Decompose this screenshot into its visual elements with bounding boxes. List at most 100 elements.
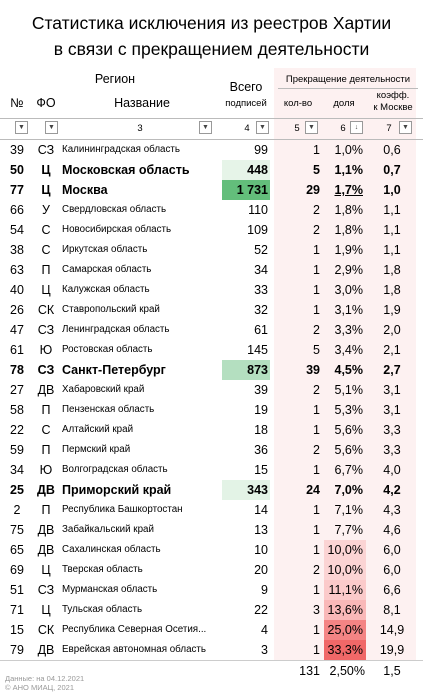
row-coef: 3,3: [383, 443, 401, 457]
row-count: 1: [313, 423, 320, 437]
table-row: 61 Ю Ростовская область 145 5 3,4% 2,1: [0, 340, 423, 360]
row-name: Иркутская область: [62, 244, 148, 255]
row-total: 61: [254, 323, 268, 337]
row-total: 4: [261, 623, 268, 637]
row-coef: 1,1: [383, 203, 401, 217]
row-coef: 2,7: [383, 363, 401, 377]
row-name: Республика Северная Осетия...: [62, 624, 207, 635]
table-row: 59 П Пермский край 36 2 5,6% 3,3: [0, 440, 423, 460]
row-coef: 1,1: [383, 243, 401, 257]
totals-share: 2,50%: [329, 664, 365, 678]
row-coef: 19,9: [379, 643, 405, 657]
row-total: 14: [254, 503, 268, 517]
row-coef: 6,6: [383, 583, 401, 597]
row-name: Пермский край: [62, 444, 131, 455]
row-num: 26: [10, 303, 24, 317]
row-total: 22: [254, 603, 268, 617]
row-name: Новосибирская область: [62, 224, 172, 235]
header-fo: ФО: [36, 96, 56, 110]
row-total: 18: [254, 423, 268, 437]
row-coef: 0,7: [383, 163, 401, 177]
filter-fo-button[interactable]: ▼: [45, 121, 58, 134]
row-fo: ДВ: [37, 523, 55, 537]
header-count: кол-во: [283, 98, 313, 109]
row-count: 1: [313, 543, 320, 557]
table-row: 66 У Свердловская область 110 2 1,8% 1,1: [0, 200, 423, 220]
filter-count-button[interactable]: ▼: [305, 121, 318, 134]
row-share: 6,7%: [334, 463, 364, 477]
row-total: 343: [222, 480, 270, 500]
row-num: 47: [10, 323, 24, 337]
row-count: 1: [313, 623, 320, 637]
row-num: 54: [10, 223, 24, 237]
row-total: 33: [254, 283, 268, 297]
row-fo: С: [41, 243, 51, 257]
filter-share-sort-button[interactable]: ↓: [350, 121, 363, 134]
row-count: 2: [313, 383, 320, 397]
row-coef: 4,3: [383, 503, 401, 517]
row-share: 25,0%: [324, 620, 366, 640]
header-coef-line2: к Москве: [373, 102, 413, 113]
row-fo: П: [41, 443, 51, 457]
row-share: 5,6%: [334, 443, 364, 457]
row-name: Московская область: [62, 163, 190, 177]
table-row: 54 С Новосибирская область 109 2 1,8% 1,1: [0, 220, 423, 240]
row-coef: 1,0: [383, 183, 401, 197]
row-fo: С: [41, 223, 51, 237]
row-share: 1,7%: [334, 183, 364, 197]
table-row: 71 Ц Тульская область 22 3 13,6% 8,1: [0, 600, 423, 620]
row-num: 51: [10, 583, 24, 597]
row-total: 99: [254, 143, 268, 157]
row-name: Калужская область: [62, 284, 150, 295]
row-share: 1,0%: [334, 143, 364, 157]
totals-count: 131: [299, 664, 320, 678]
filter-row: ▼ ▼ 3 ▼ 4 ▼ 5 ▼ 6 ↓ 7 ▼: [0, 118, 423, 140]
row-count: 1: [313, 503, 320, 517]
table-row: 77 Ц Москва 1 731 29 1,7% 1,0: [0, 180, 423, 200]
row-num: 58: [10, 403, 24, 417]
row-share: 7,0%: [334, 483, 364, 497]
row-count: 1: [313, 243, 320, 257]
row-fo: ДВ: [37, 383, 55, 397]
header-total-line2: подписей: [225, 98, 267, 109]
row-fo: ДВ: [37, 643, 55, 657]
row-count: 2: [313, 323, 320, 337]
row-name: Алтайский край: [62, 424, 134, 435]
row-count: 1: [313, 463, 320, 477]
row-name: Хабаровский край: [62, 384, 145, 395]
row-fo: СЗ: [37, 143, 55, 157]
row-num: 38: [10, 243, 24, 257]
filter-name-button[interactable]: ▼: [199, 121, 212, 134]
filter-total-button[interactable]: ▼: [256, 121, 269, 134]
filter-col3-label: 3: [137, 123, 143, 134]
row-total: 39: [254, 383, 268, 397]
table-row: 79 ДВ Еврейская автономная область 3 1 33,3% 1…: [0, 640, 423, 660]
row-num: 69: [10, 563, 24, 577]
row-name: Свердловская область: [62, 204, 167, 215]
filter-num-button[interactable]: ▼: [15, 121, 28, 134]
row-count: 5: [313, 163, 320, 177]
row-num: 25: [10, 483, 24, 497]
row-fo: Ю: [39, 463, 53, 477]
table-row: 51 СЗ Мурманская область 9 1 11,1% 6,6: [0, 580, 423, 600]
row-name: Приморский край: [62, 483, 172, 497]
row-num: 79: [10, 643, 24, 657]
row-share: 33,3%: [324, 640, 366, 660]
row-share: 5,1%: [334, 383, 364, 397]
row-total: 145: [247, 343, 268, 357]
row-count: 1: [313, 143, 320, 157]
row-total: 36: [254, 443, 268, 457]
row-coef: 14,9: [379, 623, 405, 637]
row-name: Забайкальский край: [62, 524, 154, 535]
filter-coef-button[interactable]: ▼: [399, 121, 412, 134]
filter-col7-label: 7: [386, 123, 392, 134]
row-share: 1,1%: [334, 163, 364, 177]
row-coef: 4,6: [383, 523, 401, 537]
row-name: Пензенская область: [62, 404, 155, 415]
title-line-2: в связи с прекращением деятельности: [53, 39, 370, 59]
row-count: 1: [313, 643, 320, 657]
row-coef: 3,3: [383, 423, 401, 437]
row-fo: ДВ: [37, 483, 55, 497]
row-num: 22: [10, 423, 24, 437]
row-fo: СЗ: [37, 363, 55, 377]
